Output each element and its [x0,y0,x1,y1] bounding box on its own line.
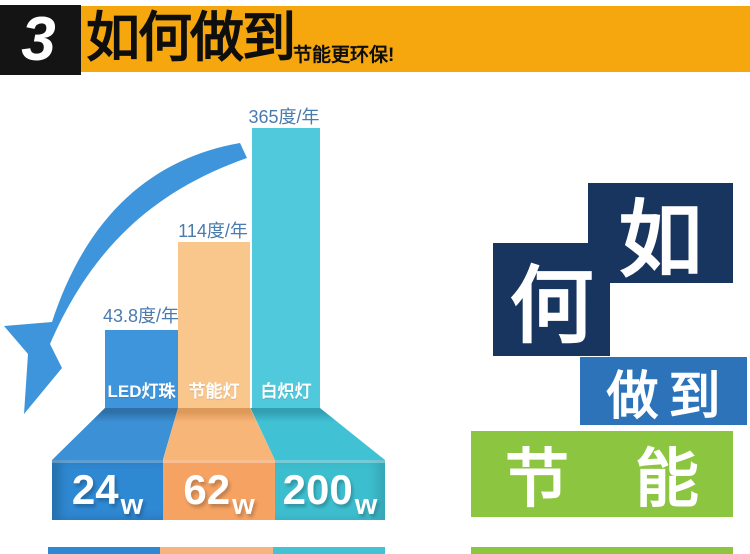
decline-arrow-icon [4,143,247,414]
header-band [0,6,750,72]
bar-incandescent: 白炽灯 [252,128,320,408]
bar-category-cfl: 节能灯 [188,382,240,401]
next-section-strip-blue [48,547,160,554]
step-number-box: 3 [0,5,81,75]
wattage-unit-led: w [120,489,144,521]
wattage-block-led: 24 w [52,460,163,520]
banner-box-jieneng-right: 能 [635,443,699,515]
bar-value-label-cfl: 114度/年 [178,221,248,241]
bar-category-incandescent: 白炽灯 [260,382,312,401]
wattage-unit-incandescent: w [354,489,378,521]
wattage-block-incandescent: 200 w [275,460,385,520]
banner-box-jieneng: 节 能 [471,431,733,517]
bar-category-led: LED灯珠 [107,382,176,401]
wattage-block-cfl: 62 w [163,460,275,520]
wattage-value-incandescent: 200 [282,466,353,513]
banner-box-ru: 如 [588,183,733,287]
next-section-strip-teal [273,547,385,554]
next-section-strip-green [471,547,733,554]
banner-box-zuodao: 做到 [580,357,747,426]
next-section-strip-orange [160,547,273,554]
wattage-value-cfl: 62 [183,466,231,513]
wattage-unit-cfl: w [232,489,255,521]
page-subtitle: 节能更环保! [293,45,395,66]
bar-led: LED灯珠 [105,330,178,408]
wattage-value-led: 24 [71,466,119,513]
banner-box-he: 何 [493,243,610,356]
banner-box-jieneng-left: 节 [505,443,569,515]
bar-cfl: 节能灯 [178,242,250,408]
bar-value-label-led: 43.8度/年 [102,306,180,326]
step-number: 3 [21,5,56,74]
page-title: 如何做到 [86,8,296,68]
bar-value-label-incandescent: 365度/年 [248,107,320,127]
